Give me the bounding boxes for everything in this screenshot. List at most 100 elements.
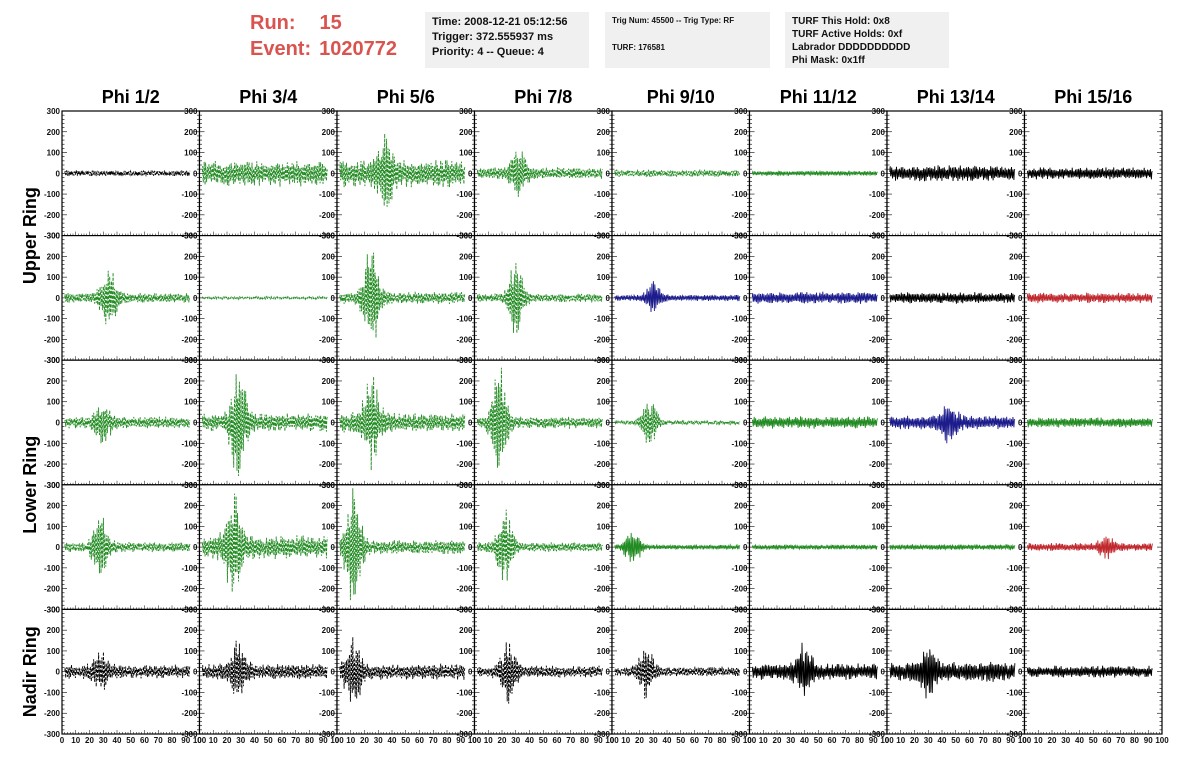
y-tick-label: -100 (869, 564, 886, 573)
y-tick-label: 200 (597, 128, 611, 137)
y-tick-label: 200 (734, 377, 748, 386)
time-line: Time: 2008-12-21 05:12:56 (432, 16, 568, 28)
x-tick-label: 60 (415, 736, 424, 745)
y-tick-label: -200 (869, 211, 886, 220)
y-tick-label: 300 (322, 232, 336, 241)
y-tick-label: 200 (322, 377, 336, 386)
y-tick-label: 200 (184, 626, 198, 635)
waveform-panel (198, 359, 338, 486)
y-tick-label: 200 (322, 502, 336, 511)
y-tick-label: -100 (1006, 190, 1023, 199)
waveform-trace (201, 160, 328, 187)
y-tick-label: -300 (181, 730, 198, 739)
y-tick-label: 100 (459, 398, 473, 407)
y-tick-label: 100 (184, 398, 198, 407)
waveform-trace (339, 252, 466, 338)
y-tick-label: -200 (869, 460, 886, 469)
y-tick-label: 0 (743, 543, 748, 552)
waveform-panel (886, 484, 1026, 610)
waveform-trace (751, 169, 878, 177)
y-tick-label: -300 (731, 232, 748, 241)
y-tick-label: -300 (44, 481, 61, 490)
y-tick-label: -100 (869, 315, 886, 324)
x-tick-label: 60 (140, 736, 149, 745)
x-tick-label: 60 (553, 736, 562, 745)
y-tick-label: -300 (1006, 605, 1023, 614)
y-tick-label: -300 (869, 481, 886, 490)
y-tick-label: 200 (597, 626, 611, 635)
waveform-trace (751, 642, 878, 696)
x-tick-label: 40 (250, 736, 259, 745)
x-tick-label: 90 (319, 736, 328, 745)
y-tick-label: 200 (322, 128, 336, 137)
y-tick-label: -300 (319, 605, 336, 614)
y-tick-label: -300 (181, 356, 198, 365)
y-tick-label: 200 (47, 252, 61, 261)
y-tick-label: 200 (459, 252, 473, 261)
x-tick-label: 10 (346, 736, 355, 745)
y-tick-label: 200 (1009, 502, 1023, 511)
y-tick-label: -200 (731, 211, 748, 220)
waveform-trace (339, 376, 466, 471)
waveform-trace (1026, 536, 1153, 560)
y-tick-label: -200 (456, 211, 473, 220)
x-tick-label: 50 (401, 736, 410, 745)
x-tick-label: 20 (498, 736, 507, 745)
waveform-trace (64, 270, 190, 325)
y-tick-label: 0 (881, 668, 886, 677)
x-tick-label: 50 (539, 736, 548, 745)
y-tick-label: 300 (184, 232, 198, 241)
y-tick-label: 200 (322, 252, 336, 261)
x-tick-label: 70 (429, 736, 438, 745)
column-header: Phi 7/8 (514, 87, 572, 107)
y-tick-label: 100 (47, 273, 61, 282)
labrador-line: Labrador DDDDDDDDDD (792, 42, 911, 53)
y-tick-label: 100 (734, 398, 748, 407)
y-tick-label: -100 (869, 688, 886, 697)
y-tick-label: 100 (47, 398, 61, 407)
y-tick-label: -300 (319, 730, 336, 739)
waveform-panel (1023, 110, 1163, 237)
waveform-trace (751, 543, 878, 551)
trig-num-line: Trig Num: 45500 -- Trig Type: RF (612, 16, 735, 25)
y-tick-label: -200 (181, 585, 198, 594)
y-tick-label: 200 (1009, 252, 1023, 261)
x-tick-label: 30 (374, 736, 383, 745)
x-tick-label: 50 (814, 736, 823, 745)
y-tick-label: -100 (1006, 315, 1023, 324)
waveform-trace (201, 295, 328, 301)
y-tick-label: -100 (181, 564, 198, 573)
y-tick-label: -100 (319, 190, 336, 199)
y-tick-label: 100 (1009, 149, 1023, 158)
x-tick-label: 0 (60, 736, 65, 745)
y-tick-label: 200 (872, 626, 886, 635)
turf-hold-line: TURF This Hold: 0x8 (792, 16, 890, 27)
y-tick-label: -200 (1006, 460, 1023, 469)
y-tick-label: 300 (322, 107, 336, 116)
y-tick-label: 0 (331, 419, 336, 428)
y-tick-label: 300 (47, 605, 61, 614)
y-tick-label: 0 (193, 169, 198, 178)
waveform-panel (473, 608, 613, 735)
y-tick-label: 200 (1009, 377, 1023, 386)
y-tick-label: -200 (1006, 585, 1023, 594)
y-tick-label: 0 (881, 169, 886, 178)
y-tick-label: -300 (731, 605, 748, 614)
y-tick-label: -200 (319, 335, 336, 344)
x-tick-label: 80 (855, 736, 864, 745)
y-tick-label: -100 (456, 190, 473, 199)
x-tick-label: 20 (773, 736, 782, 745)
x-tick-label: 10 (71, 736, 80, 745)
y-tick-label: 200 (597, 252, 611, 261)
y-tick-label: 200 (184, 502, 198, 511)
y-tick-label: 300 (459, 232, 473, 241)
waveform-panel (61, 235, 201, 361)
y-tick-label: 100 (459, 522, 473, 531)
run-event-block: Run: 15 Event: 1020772 (250, 10, 397, 62)
y-tick-label: 0 (193, 543, 198, 552)
x-tick-label: 0 (610, 736, 615, 745)
y-tick-label: -200 (1006, 211, 1023, 220)
x-tick-label: 70 (291, 736, 300, 745)
y-tick-label: -100 (869, 190, 886, 199)
y-tick-label: 100 (597, 149, 611, 158)
